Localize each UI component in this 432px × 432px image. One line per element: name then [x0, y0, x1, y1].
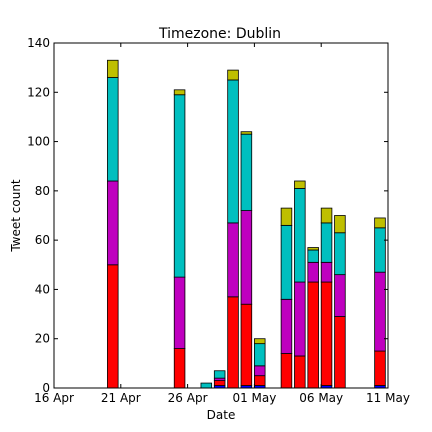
- bar-segment-2016-05-06-s1: [320, 281, 333, 386]
- y-tick-label: 0: [42, 381, 50, 395]
- bar-segment-2016-04-25-s4: [173, 89, 186, 96]
- bar-segment-2016-04-30-s2: [240, 210, 253, 305]
- bar-segment-2016-04-25-s1: [173, 348, 186, 389]
- bar-segment-2016-04-20-s3: [107, 77, 119, 182]
- bar-segment-2016-05-06-s4: [320, 207, 333, 224]
- x-tick-label: 01 May: [232, 391, 276, 405]
- plot-frame: [53, 42, 389, 389]
- y-tick-label: 60: [35, 233, 50, 247]
- bar-segment-2016-04-25-s2: [173, 276, 186, 349]
- bar-segment-2016-04-29-s2: [227, 222, 239, 298]
- x-tick-label: 11 May: [366, 391, 410, 405]
- bar-segment-2016-05-03-s3: [280, 224, 293, 300]
- bar-segment-2016-04-30-s3: [240, 133, 253, 211]
- bar-segment-2016-04-27-s3: [200, 382, 213, 389]
- bar-segment-2016-04-28-s3: [213, 370, 226, 379]
- bar-segment-2016-04-29-s3: [227, 79, 239, 224]
- bar-segment-2016-05-10-s2: [374, 271, 386, 352]
- bar-segment-2016-04-30-s4: [240, 131, 253, 135]
- x-tick-label: 21 Apr: [101, 391, 141, 405]
- bar-segment-2016-04-25-s3: [173, 94, 186, 278]
- bar-segment-2016-04-29-s1: [227, 296, 239, 389]
- bar-segment-2016-05-07-s4: [334, 215, 346, 234]
- bar-segment-2016-04-20-s2: [107, 180, 119, 266]
- bar-segment-2016-04-20-s4: [107, 59, 119, 78]
- bar-segment-2016-05-01-s2: [253, 365, 266, 377]
- y-axis-label: Tweet count: [9, 179, 23, 253]
- y-tick-label: 80: [35, 184, 50, 198]
- x-tick-label: 26 Apr: [168, 391, 208, 405]
- bar-segment-2016-05-04-s2: [294, 281, 306, 357]
- chart-title: Timezone: Dublin: [158, 26, 281, 42]
- bar-segment-2016-05-05-s4: [307, 247, 319, 251]
- bar-segment-2016-05-03-s1: [280, 353, 293, 389]
- bar-segment-2016-05-01-s4: [253, 338, 266, 345]
- y-tick-label: 140: [27, 36, 50, 50]
- bar-segment-2016-05-03-s4: [280, 207, 293, 226]
- bar-segment-2016-05-05-s3: [307, 249, 319, 263]
- bar-segment-2016-05-04-s4: [294, 180, 306, 189]
- bar-segment-2016-04-29-s4: [227, 69, 239, 81]
- bar-segment-2016-05-05-s2: [307, 261, 319, 283]
- bar-segment-2016-05-01-s3: [253, 343, 266, 367]
- y-tick-label: 40: [35, 282, 50, 296]
- y-tick-label: 120: [27, 85, 50, 99]
- bar-segment-2016-05-10-s3: [374, 227, 386, 273]
- bar-segment-2016-05-10-s1: [374, 350, 386, 386]
- bar-segment-2016-05-06-s2: [320, 261, 333, 283]
- bar-segment-2016-04-28-s1: [213, 380, 226, 386]
- bar-segment-2016-05-07-s2: [334, 274, 346, 317]
- bar-segment-2016-05-06-s3: [320, 222, 333, 263]
- bars-layer: [107, 59, 386, 389]
- bar-segment-2016-05-04-s3: [294, 187, 306, 283]
- bar-segment-2016-05-10-s4: [374, 217, 386, 229]
- bar-segment-2016-04-30-s1: [240, 303, 253, 386]
- x-axis-label: Date: [207, 408, 236, 422]
- y-tick-label: 100: [27, 135, 50, 149]
- x-tick-label: 16 Apr: [34, 391, 74, 405]
- bar-segment-2016-05-07-s1: [334, 316, 346, 389]
- x-tick-label: 06 May: [299, 391, 343, 405]
- bar-segment-2016-05-05-s1: [307, 281, 319, 389]
- y-tick-label: 20: [35, 332, 50, 346]
- bar-segment-2016-05-01-s1: [253, 375, 266, 386]
- y-axis: 0 20 40 60 80 100 120 140: [27, 36, 388, 395]
- bar-segment-2016-04-20-s1: [107, 264, 119, 389]
- x-axis: 16 Apr 21 Apr 26 Apr 01 May 06 May 11 May: [34, 43, 410, 405]
- bar-segment-2016-05-04-s1: [294, 355, 306, 389]
- bar-segment-2016-05-03-s2: [280, 298, 293, 354]
- bar-segment-2016-05-07-s3: [334, 232, 346, 276]
